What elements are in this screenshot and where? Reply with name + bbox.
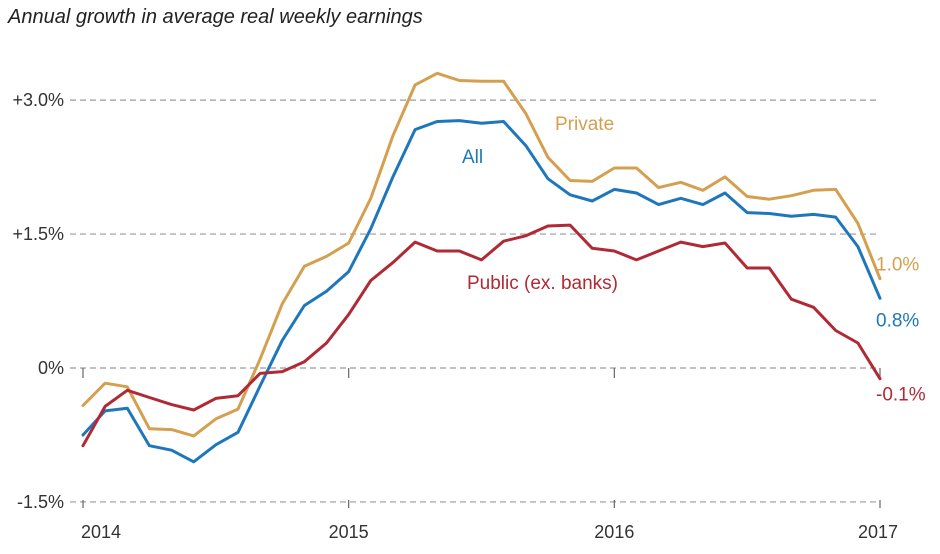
x-tick-label: 2014	[81, 522, 121, 542]
axis-ticks: +3.0% +1.5% 0% -1.5% 2014 2015 2016 2017	[12, 90, 898, 542]
end-value-label: 1.0%	[876, 255, 919, 276]
series-annotation: All	[462, 147, 483, 168]
series-annotation: Public (ex. banks)	[467, 273, 618, 294]
y-tick-label: +1.5%	[12, 224, 64, 244]
series-line-private	[81, 71, 882, 438]
series-line-public-ex-banks	[81, 223, 882, 448]
y-tick-label: -1.5%	[17, 492, 64, 512]
end-value-label: -0.1%	[876, 385, 926, 406]
gridlines	[70, 99, 880, 503]
series-annotation: Private	[555, 114, 614, 135]
series-lines	[81, 71, 882, 464]
x-tick-label: 2015	[329, 522, 369, 542]
chart-title: Annual growth in average real weekly ear…	[8, 6, 423, 28]
series-line-all	[81, 119, 882, 464]
x-tick-label: 2016	[594, 522, 634, 542]
x-tick-label: 2017	[858, 522, 898, 542]
series-labels: 1.0% 0.8% -0.1% Private All Public (ex. banks…	[462, 114, 926, 406]
end-value-label: 0.8%	[876, 310, 919, 331]
y-tick-label: +3.0%	[12, 90, 64, 110]
y-tick-label: 0%	[38, 358, 64, 378]
